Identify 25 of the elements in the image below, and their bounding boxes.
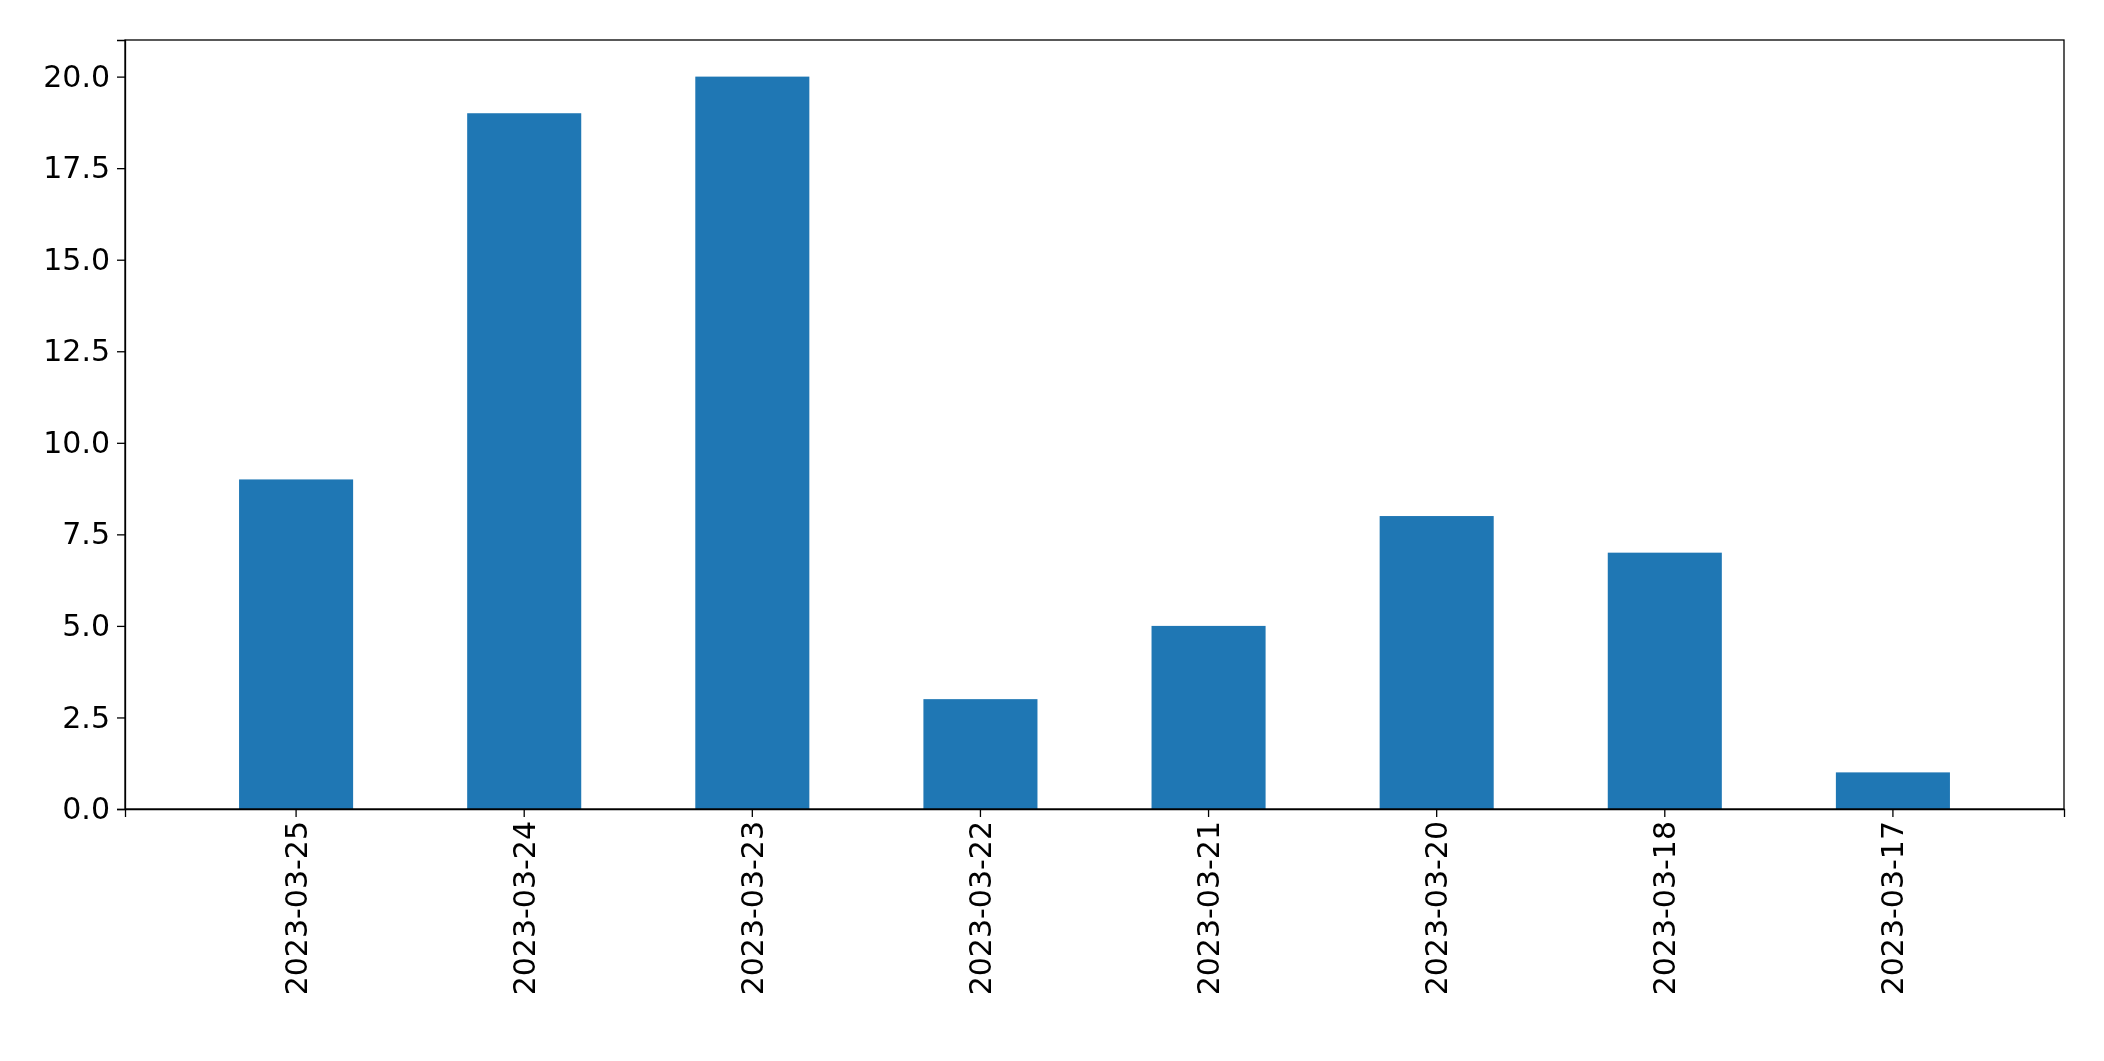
y-tick-label: 7.5 xyxy=(62,516,110,552)
x-tick-label: 2023-03-17 xyxy=(1875,821,1911,996)
x-tick-label: 2023-03-18 xyxy=(1647,821,1683,996)
y-tick-label: 10.0 xyxy=(43,424,110,460)
y-tick-label: 2.5 xyxy=(62,699,110,735)
x-tick-label: 2023-03-23 xyxy=(734,821,770,996)
y-tick-label: 0.0 xyxy=(62,791,110,827)
x-tick-label: 2023-03-21 xyxy=(1191,821,1227,996)
y-tick-label: 12.5 xyxy=(43,333,110,369)
x-tick-label: 2023-03-20 xyxy=(1419,821,1455,996)
bar xyxy=(1151,625,1266,809)
x-tick-label: 2023-03-24 xyxy=(506,821,542,996)
bar xyxy=(1835,772,1950,809)
bar xyxy=(1607,552,1722,809)
bar xyxy=(467,113,582,809)
bar xyxy=(695,76,810,809)
x-tick-label: 2023-03-25 xyxy=(278,821,314,996)
x-tick-label: 2023-03-22 xyxy=(962,821,998,996)
bar xyxy=(1379,516,1494,809)
bar xyxy=(239,479,354,809)
y-tick-label: 17.5 xyxy=(43,150,110,186)
y-tick-label: 20.0 xyxy=(43,58,110,94)
y-tick-label: 15.0 xyxy=(43,241,110,277)
y-tick-label: 5.0 xyxy=(62,608,110,643)
bar xyxy=(923,699,1038,809)
